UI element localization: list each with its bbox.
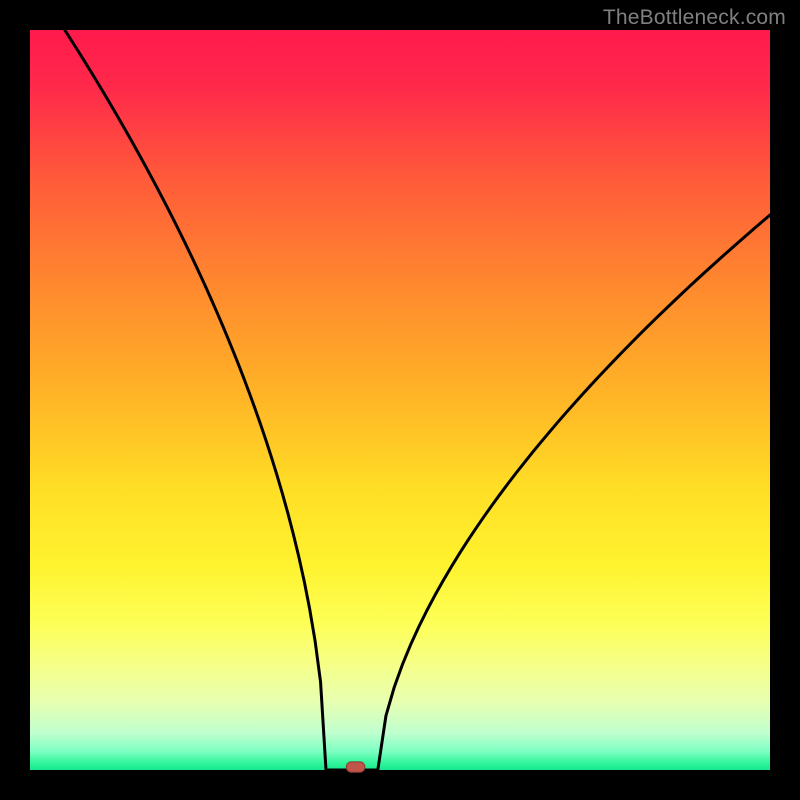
watermark-text: TheBottleneck.com: [603, 6, 786, 30]
bottleneck-chart: [0, 0, 800, 800]
chart-frame: TheBottleneck.com: [0, 0, 800, 800]
optimal-point-marker: [346, 762, 365, 772]
plot-background: [30, 30, 770, 770]
